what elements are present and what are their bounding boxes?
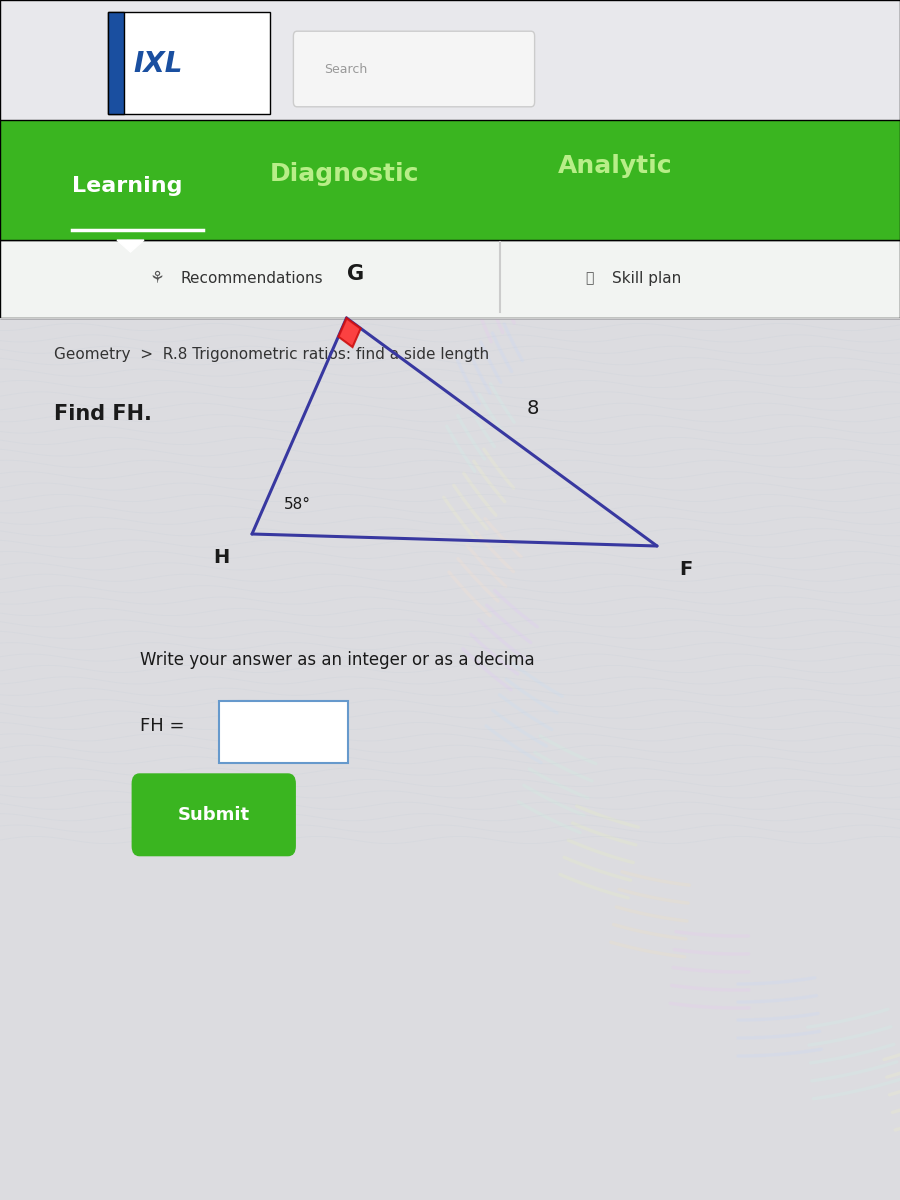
Text: 📋: 📋 <box>585 271 593 286</box>
FancyBboxPatch shape <box>108 12 270 114</box>
Text: 8: 8 <box>527 398 539 418</box>
Text: 58°: 58° <box>284 497 310 512</box>
Text: H: H <box>213 548 230 568</box>
Text: ⚘: ⚘ <box>150 269 165 287</box>
FancyBboxPatch shape <box>0 120 900 240</box>
FancyBboxPatch shape <box>293 31 535 107</box>
FancyBboxPatch shape <box>0 240 900 318</box>
Text: Recommendations: Recommendations <box>180 271 322 286</box>
FancyBboxPatch shape <box>132 774 295 856</box>
Text: Search: Search <box>324 64 367 76</box>
FancyBboxPatch shape <box>219 701 348 763</box>
Text: Skill plan: Skill plan <box>612 271 681 286</box>
Polygon shape <box>117 240 144 252</box>
FancyBboxPatch shape <box>108 12 124 114</box>
Text: IXL: IXL <box>133 49 183 78</box>
Text: Submit: Submit <box>178 806 250 823</box>
Text: Learning: Learning <box>72 176 183 196</box>
Text: Write your answer as an integer or as a decima: Write your answer as an integer or as a … <box>140 650 534 670</box>
Text: Geometry  >  R.8 Trigonometric ratios: find a side length: Geometry > R.8 Trigonometric ratios: fin… <box>54 347 489 361</box>
Polygon shape <box>338 318 361 347</box>
Text: FH =: FH = <box>140 716 184 734</box>
Text: Analytic: Analytic <box>558 154 672 178</box>
Text: Find FH.: Find FH. <box>54 404 152 424</box>
FancyBboxPatch shape <box>0 0 900 126</box>
Text: Diagnostic: Diagnostic <box>270 162 419 186</box>
Text: F: F <box>680 560 693 580</box>
Text: G: G <box>346 264 364 284</box>
